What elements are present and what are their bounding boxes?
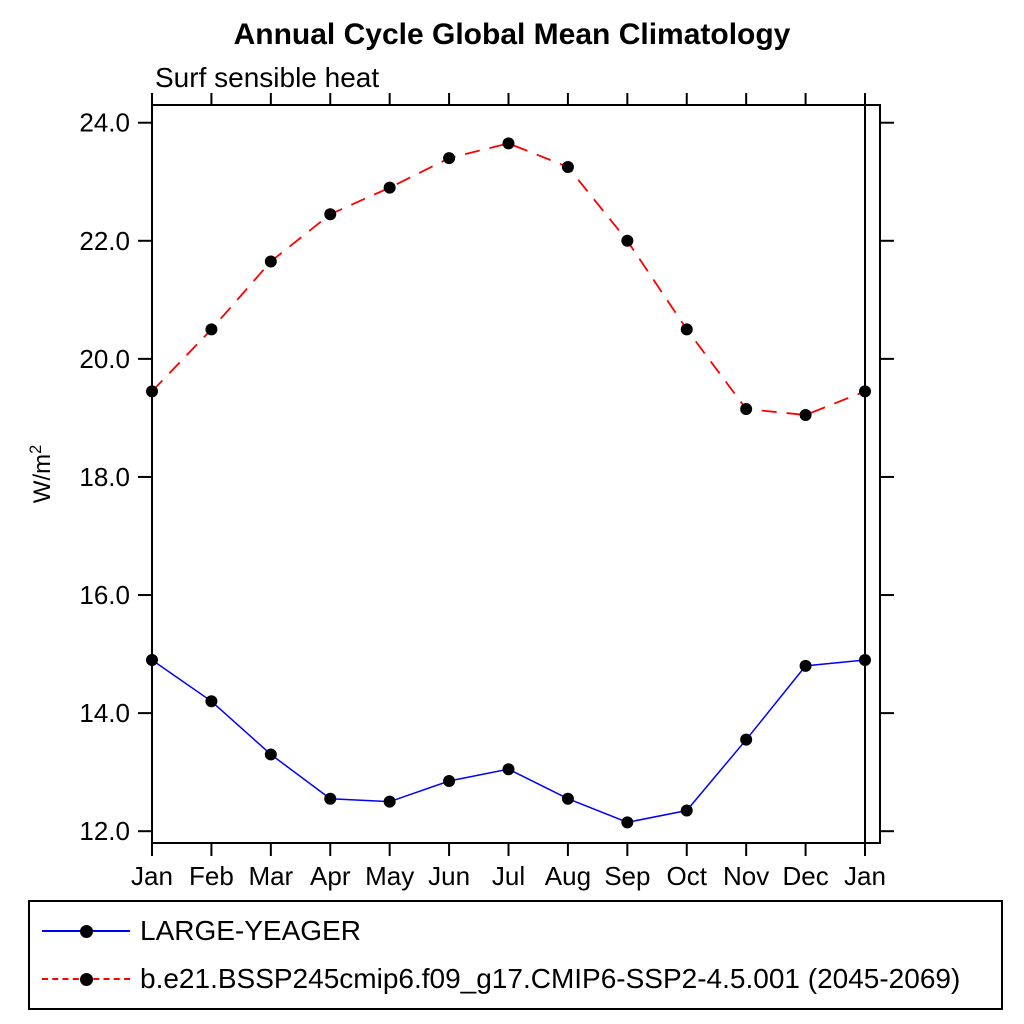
series-line-0 bbox=[151, 659, 866, 824]
y-tick-label: 20.0 bbox=[79, 344, 130, 374]
data-point-marker bbox=[621, 816, 634, 829]
x-tick-label: Feb bbox=[189, 861, 234, 891]
x-tick-label: May bbox=[365, 861, 414, 891]
data-point-marker bbox=[859, 653, 871, 666]
axis-frame bbox=[151, 104, 881, 844]
data-point-marker bbox=[680, 804, 693, 817]
chart-subtitle: Surf sensible heat bbox=[155, 62, 380, 93]
legend-marker-dot bbox=[79, 924, 93, 938]
legend-label: LARGE-YEAGER bbox=[140, 915, 361, 946]
data-point-marker bbox=[146, 653, 158, 666]
x-tick-label: Dec bbox=[782, 861, 828, 891]
data-point-marker bbox=[383, 795, 396, 808]
series-line-1 bbox=[151, 142, 866, 416]
x-tick-label: Jan bbox=[131, 861, 173, 891]
data-point-marker bbox=[205, 695, 218, 708]
legend: LARGE-YEAGER b.e21.BSSP245cmip6.f09_g17.… bbox=[28, 900, 1003, 1010]
data-point-marker bbox=[740, 403, 753, 416]
legend-line-sample bbox=[42, 924, 130, 939]
data-point-marker bbox=[383, 181, 396, 194]
data-point-marker bbox=[621, 234, 634, 247]
data-point-marker bbox=[324, 792, 337, 805]
x-tick-label: Apr bbox=[310, 861, 351, 891]
legend-label: b.e21.BSSP245cmip6.f09_g17.CMIP6-SSP2-4.… bbox=[140, 963, 961, 994]
data-point-marker bbox=[502, 763, 515, 776]
y-tick-label: 12.0 bbox=[79, 816, 130, 846]
data-point-marker bbox=[443, 152, 456, 165]
legend-item: b.e21.BSSP245cmip6.f09_g17.CMIP6-SSP2-4.… bbox=[42, 955, 989, 1003]
data-point-marker bbox=[146, 385, 158, 398]
data-point-marker bbox=[740, 733, 753, 746]
data-point-marker bbox=[859, 385, 871, 398]
x-tick-label: Jul bbox=[492, 861, 525, 891]
legend-item: LARGE-YEAGER bbox=[42, 907, 989, 955]
data-point-marker bbox=[799, 408, 812, 421]
data-point-marker bbox=[561, 792, 574, 805]
y-tick-label: 14.0 bbox=[79, 698, 130, 728]
y-tick-label: 22.0 bbox=[79, 226, 130, 256]
legend-line-sample bbox=[42, 972, 130, 987]
x-tick-label: Nov bbox=[723, 861, 769, 891]
plot-area: Jan Feb Mar Apr May Jun Jul Aug Sep Oct Nov Dec Jan1… bbox=[79, 93, 894, 891]
data-point-marker bbox=[799, 659, 812, 672]
x-tick-label: Jun bbox=[428, 861, 470, 891]
y-tick-label: 24.0 bbox=[79, 108, 130, 138]
data-point-marker bbox=[502, 137, 515, 150]
data-point-marker bbox=[324, 208, 337, 221]
x-tick-label: Oct bbox=[667, 861, 708, 891]
data-point-marker bbox=[561, 160, 574, 173]
x-tick-label: Jan bbox=[844, 861, 886, 891]
data-point-marker bbox=[264, 255, 277, 268]
data-point-marker bbox=[443, 775, 456, 788]
y-tick-label: 16.0 bbox=[79, 580, 130, 610]
y-tick-label: 18.0 bbox=[79, 462, 130, 492]
data-point-marker bbox=[264, 748, 277, 761]
chart-title: Annual Cycle Global Mean Climatology bbox=[233, 18, 791, 51]
x-tick-label: Mar bbox=[248, 861, 293, 891]
legend-marker-dot bbox=[79, 972, 93, 986]
x-tick-label: Aug bbox=[545, 861, 591, 891]
data-point-marker bbox=[680, 323, 693, 336]
data-point-marker bbox=[205, 323, 218, 336]
x-tick-label: Sep bbox=[604, 861, 650, 891]
